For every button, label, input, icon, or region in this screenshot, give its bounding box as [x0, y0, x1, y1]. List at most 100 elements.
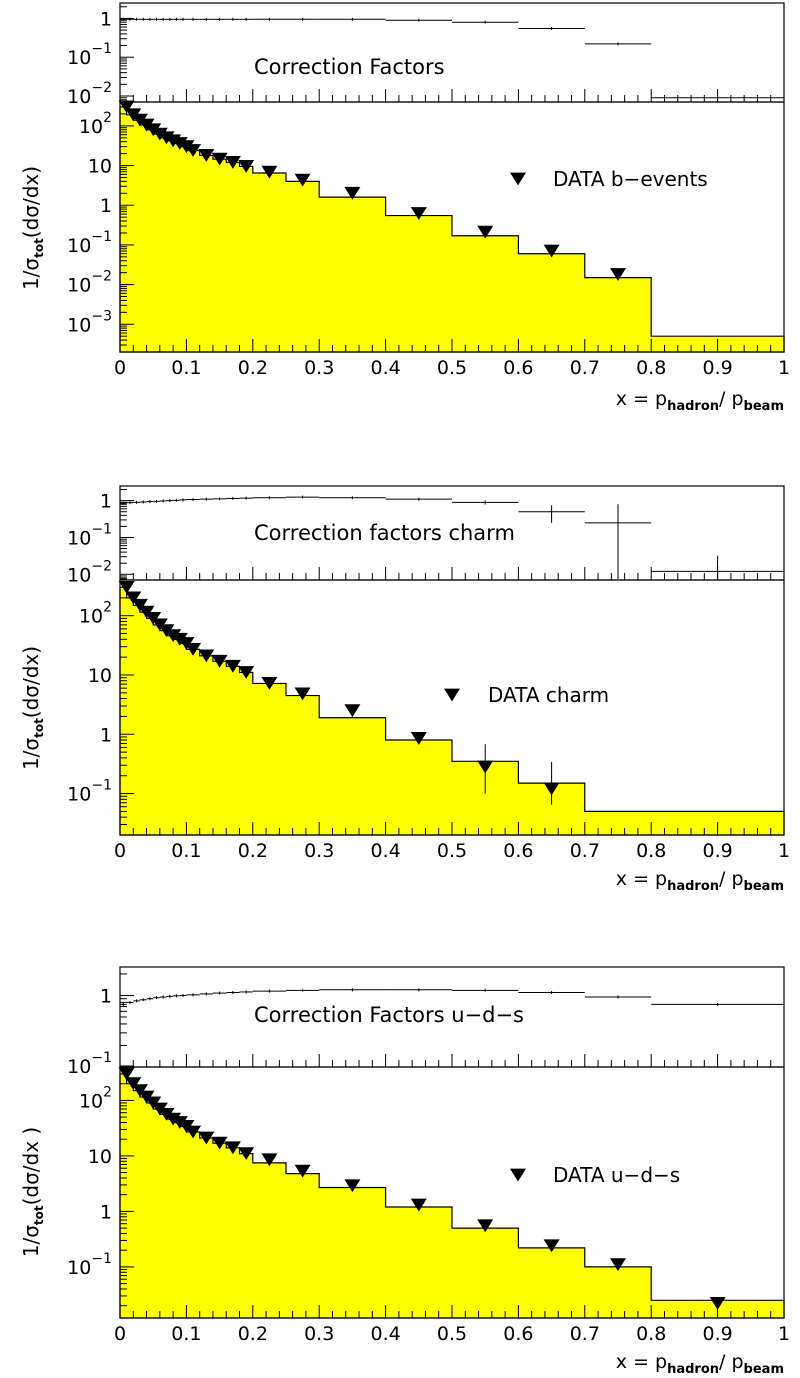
x-tick-label: 1: [778, 1323, 790, 1345]
x-tick-label: 1: [778, 840, 790, 862]
y-tick-label: 102: [79, 600, 112, 628]
y-tick-label: 102: [79, 1084, 112, 1112]
y-axis-label: 1/σtot(dσ/dx): [19, 646, 46, 770]
x-tick-label: 0.4: [370, 840, 400, 862]
correction-y-tick-exponent: −2: [91, 80, 112, 96]
data-point: [131, 1084, 148, 1098]
data-point: [211, 152, 228, 166]
y-tick-label: 1: [100, 724, 112, 746]
x-tick-label: 0: [114, 357, 126, 379]
y-tick-label: 10: [88, 156, 112, 178]
data-point: [125, 1077, 142, 1091]
data-point: [238, 160, 255, 173]
data-point: [261, 1153, 278, 1167]
x-tick-label: 0.3: [304, 840, 334, 862]
legend-label: DATA charm: [488, 683, 609, 707]
x-tick-label: 0.5: [437, 357, 467, 379]
y-tick-label: 1: [100, 1201, 112, 1223]
data-point: [610, 268, 626, 281]
y-tick-label: 1: [100, 195, 112, 217]
x-tick-label: 0.9: [702, 1323, 732, 1345]
correction-y-tick-label: 10−1: [67, 1050, 112, 1078]
data-point: [410, 207, 427, 220]
x-tick-label: 0.2: [238, 840, 268, 862]
data-point: [344, 704, 361, 718]
y-tick-label: 10: [88, 1146, 112, 1168]
data-point: [543, 244, 560, 258]
x-tick-label: 0.5: [437, 840, 467, 862]
y-tick-exponent: −3: [91, 308, 112, 324]
y-tick-label: 10−3: [67, 308, 112, 336]
x-tick-label: 0.2: [238, 357, 268, 379]
panel-charm: 0 0.1 0.2 0.3 0.4 0.5 0.6 0.7 0.8 0.9 1 102 10 1 10−1 1…: [19, 485, 790, 894]
data-point: [294, 687, 311, 701]
mc-histogram-fill: [120, 587, 784, 835]
data-point: [224, 659, 241, 673]
y-tick-exponent: 2: [103, 1084, 112, 1100]
y-tick-exponent: −1: [91, 778, 112, 794]
data-point: [224, 1141, 241, 1155]
mc-histogram-fill: [120, 1073, 784, 1318]
data-point: [410, 1198, 427, 1212]
x-tick-label: 0.8: [636, 357, 666, 379]
correction-y-tick-exponent: −2: [91, 558, 112, 574]
x-tick-label: 0: [114, 1323, 126, 1345]
y-tick-label: 10−1: [67, 1251, 112, 1279]
legend-marker: [510, 172, 526, 186]
correction-y-tick-exponent: −1: [91, 41, 112, 57]
x-tick-label: 0.6: [503, 840, 533, 862]
y-tick-exponent: −1: [91, 229, 112, 245]
y-tick-exponent: −2: [91, 269, 112, 285]
data-point: [198, 149, 215, 162]
x-tick-label: 0.8: [636, 840, 666, 862]
data-point: [211, 654, 228, 668]
data-point: [294, 173, 311, 187]
data-point: [543, 1239, 560, 1253]
y-axis-label: 1/σtot(dσ/dx): [19, 166, 46, 290]
correction-title: Correction factors charm: [254, 521, 515, 545]
correction-y-tick-exponent: −1: [91, 521, 112, 537]
data-point: [410, 732, 427, 745]
x-tick-label: 0.3: [304, 1323, 334, 1345]
data-point: [261, 677, 278, 690]
data-point: [171, 632, 188, 646]
x-tick-label: 0.3: [304, 357, 334, 379]
data-point: [185, 643, 202, 656]
x-tick-label: 0.5: [437, 1323, 467, 1345]
data-point: [171, 1116, 188, 1129]
x-tick-label: 0.7: [570, 357, 600, 379]
legend-marker: [444, 688, 460, 702]
correction-y-tick-label: 1: [100, 985, 112, 1007]
x-tick-label: 0.9: [702, 357, 732, 379]
y-tick-label: 10−1: [67, 778, 112, 806]
data-point: [477, 225, 494, 239]
correction-y-tick-label: 10−2: [67, 558, 112, 586]
correction-y-tick-label: 10−1: [67, 41, 112, 69]
x-tick-label: 0.4: [370, 1323, 400, 1345]
correction-y-tick-label: 1: [100, 491, 112, 513]
correction-title: Correction Factors: [254, 55, 445, 79]
data-point: [198, 1131, 215, 1145]
x-axis-label: x = phadron/ pbeam: [616, 1351, 784, 1377]
panel-b-events: 0 0.1 0.2 0.3 0.4 0.5 0.6 0.7 0.8 0.9 1 102 10 1 10−1 1…: [19, 2, 790, 414]
data-point: [165, 629, 182, 643]
x-tick-label: 1: [778, 357, 790, 379]
data-point: [151, 127, 168, 141]
data-point: [344, 186, 361, 200]
data-point: [294, 1164, 311, 1178]
y-tick-label: 102: [79, 110, 112, 138]
data-point: [178, 140, 195, 154]
data-point: [165, 1112, 182, 1126]
data-point: [198, 649, 215, 663]
panel-u-d-s: 0 0.1 0.2 0.3 0.4 0.5 0.6 0.7 0.8 0.9 1 102 10 1 10−1 1…: [19, 966, 790, 1377]
x-tick-label: 0.2: [238, 1323, 268, 1345]
x-tick-label: 0.1: [171, 1323, 201, 1345]
correction-y-tick-label: 10−1: [67, 521, 112, 549]
x-tick-label: 0.9: [702, 840, 732, 862]
y-tick-exponent: 2: [103, 110, 112, 126]
y-tick-label: 10−1: [67, 229, 112, 257]
data-point: [477, 1219, 494, 1233]
y-tick-label: 10: [88, 665, 112, 687]
data-point: [610, 1258, 626, 1272]
x-tick-label: 0.7: [570, 1323, 600, 1345]
